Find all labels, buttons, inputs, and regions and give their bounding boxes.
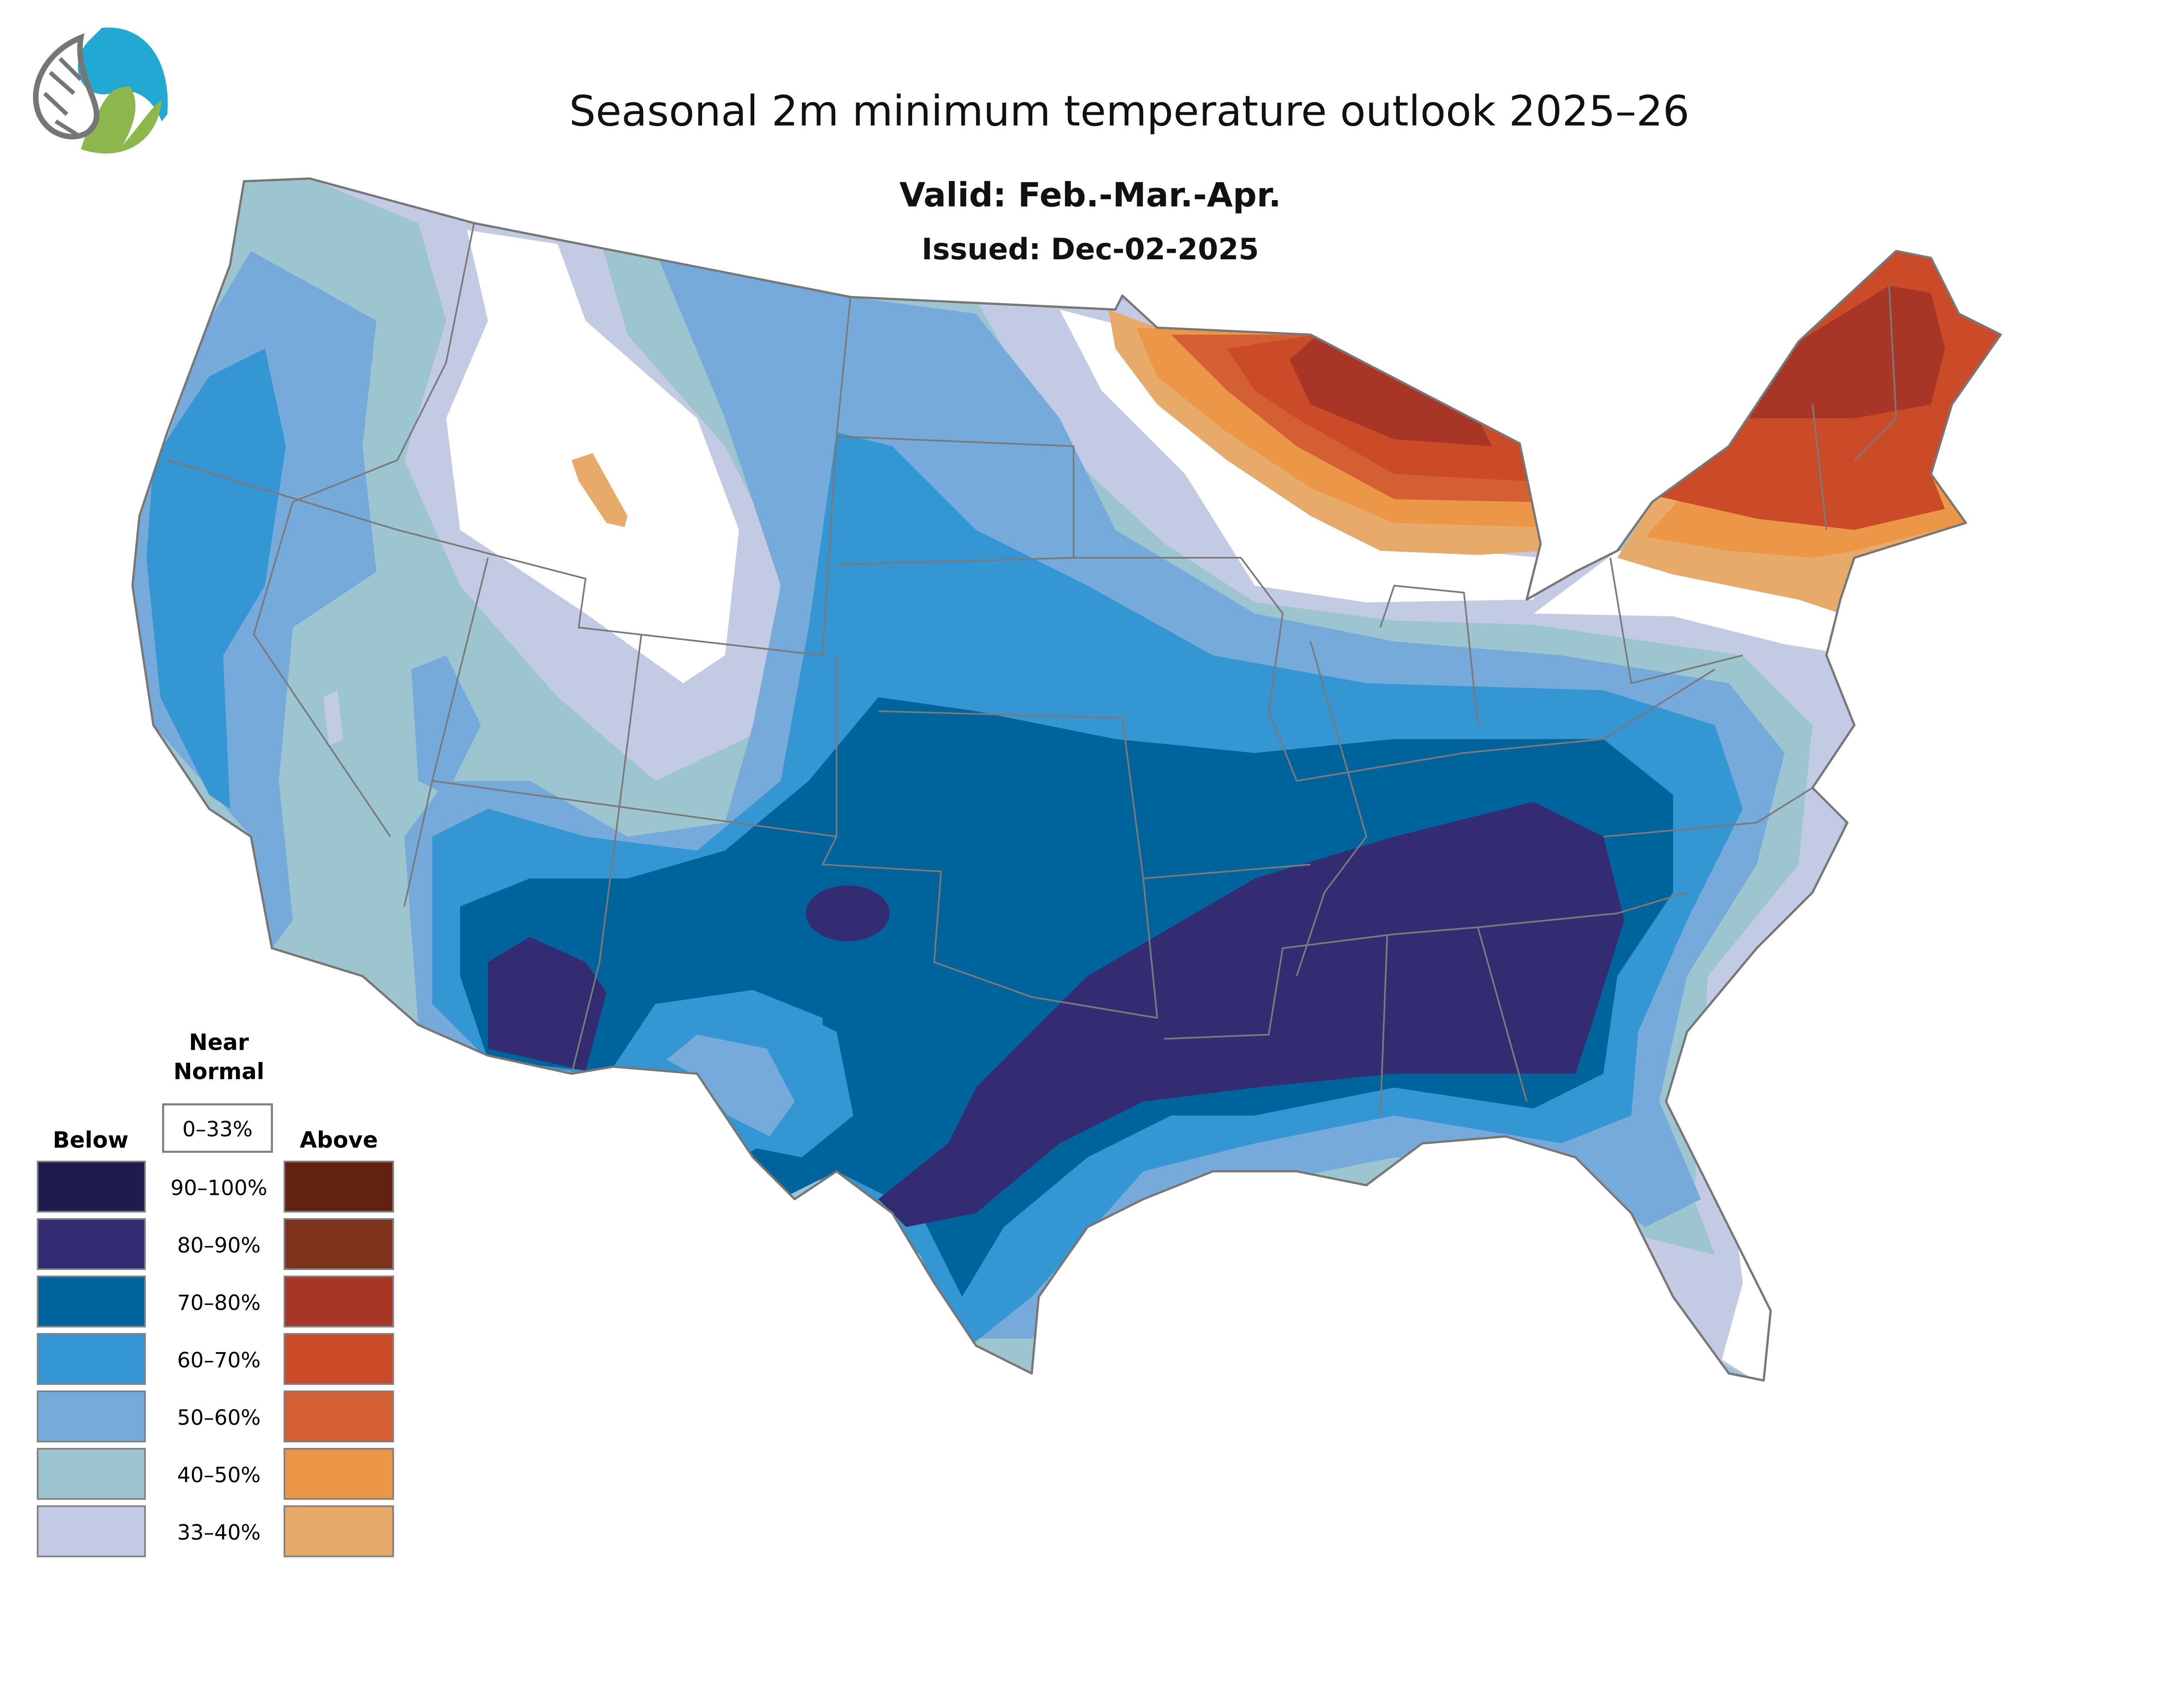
legend-above-swatch	[283, 1160, 394, 1213]
legend-above-swatch	[283, 1218, 394, 1270]
region-below-33-40	[323, 690, 343, 746]
region-above-33-40	[572, 453, 628, 527]
legend-above-swatch	[283, 1390, 394, 1443]
legend-near-normal-title-line2: Normal	[174, 1059, 264, 1085]
legend-above-swatch	[283, 1505, 394, 1557]
legend-above-label: Above	[300, 1127, 378, 1153]
legend-below-swatch	[37, 1505, 146, 1557]
region-below-50-60	[666, 1035, 795, 1137]
legend: Near Normal 0–33% Below Above 90–100% 80–…	[37, 1029, 394, 1557]
legend-range-label: 60–70%	[177, 1348, 261, 1373]
legend-range-label: 40–50%	[177, 1463, 261, 1487]
us-outlook-map	[132, 178, 2001, 1381]
logo-water-icon	[78, 27, 168, 121]
valid-period: Valid: Feb.-Mar.-Apr.	[900, 176, 1282, 214]
outlook-figure: Seasonal 2m minimum temperature outlook …	[29, 27, 2175, 1557]
region-above-70-80	[1289, 335, 1492, 446]
logo-circuit-icon	[33, 33, 100, 140]
legend-above-swatch	[283, 1333, 394, 1385]
legend-range-label: 80–90%	[177, 1233, 261, 1258]
logo	[29, 27, 168, 159]
region-below-80-90	[878, 801, 1624, 1227]
legend-below-swatch	[37, 1160, 146, 1213]
legend-below-swatch	[37, 1218, 146, 1270]
legend-range-label: 50–60%	[177, 1406, 261, 1430]
region-below-80-90	[488, 937, 607, 1071]
logo-leaf-icon	[80, 86, 162, 154]
region-below-80-90	[806, 885, 890, 941]
legend-below-label: Below	[53, 1127, 128, 1153]
legend-near-normal-swatch	[162, 1103, 273, 1153]
legend-above-swatch	[283, 1276, 394, 1328]
legend-near-normal-range: 0–33%	[182, 1117, 252, 1142]
state-boundaries	[167, 223, 1897, 1116]
issued-date: Issued: Dec-02-2025	[922, 232, 1259, 266]
legend-rows: 90–100% 80–90% 70–80% 60–70% 50–60% 40–50% 33–…	[37, 1160, 394, 1557]
region-above-33-40	[1359, 1199, 1374, 1213]
map-title: Seasonal 2m minimum temperature outlook …	[569, 87, 1690, 135]
legend-below-swatch	[37, 1333, 146, 1385]
legend-range-label: 90–100%	[171, 1176, 268, 1200]
legend-range-label: 33–40%	[177, 1520, 261, 1545]
legend-below-swatch	[37, 1448, 146, 1500]
legend-below-swatch	[37, 1276, 146, 1328]
legend-below-swatch	[37, 1390, 146, 1443]
legend-range-label: 70–80%	[177, 1291, 261, 1315]
legend-above-swatch	[283, 1448, 394, 1500]
legend-near-normal-title-line1: Near	[189, 1029, 249, 1055]
